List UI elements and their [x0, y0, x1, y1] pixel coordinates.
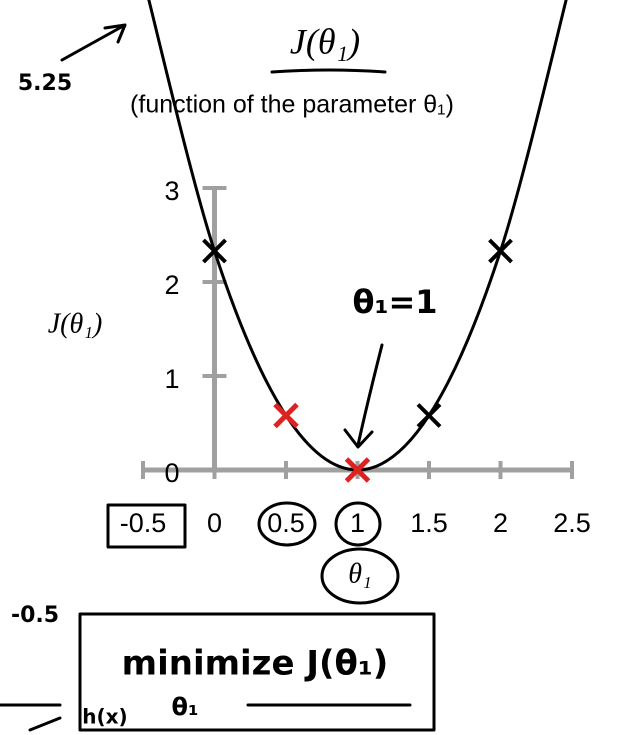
chart-subtitle: (function of the parameter θ₁) [130, 91, 454, 119]
point-marker [344, 457, 371, 483]
x-label-circle [320, 547, 400, 605]
point-marker [416, 403, 442, 428]
annotation: θ₁ [172, 693, 199, 721]
point-marker [202, 238, 227, 264]
tick-circle [257, 501, 317, 547]
x-tick-label: 0 [207, 508, 222, 538]
x-tick-label: 2 [493, 508, 508, 538]
point-marker [273, 402, 299, 429]
y-tick-label: 0 [164, 458, 179, 488]
y-tick-label: 3 [164, 176, 179, 206]
annotation: 5.25 [18, 71, 72, 96]
y-tick-label: 2 [164, 270, 179, 300]
tick-circle [334, 501, 382, 547]
y-tick-label: 1 [164, 364, 179, 394]
x-axis-label: θ₁ [348, 558, 372, 589]
x-tick-label: 1 [350, 508, 365, 538]
title-underline [270, 68, 387, 74]
chart-title: J(θ₁) [290, 21, 360, 61]
x-tick-label: 1.5 [410, 508, 448, 538]
x-tick-label: 2.5 [553, 508, 591, 538]
arrow [60, 23, 127, 62]
stroke [0, 703, 62, 732]
point-marker [488, 238, 513, 264]
arrow [343, 343, 384, 449]
y-axis-label: J(θ₁) [48, 308, 103, 339]
tick-box [106, 503, 187, 549]
annotation-box [78, 612, 436, 732]
x-tick-label: 0.5 [267, 508, 305, 538]
annotation: -0.5 [11, 603, 59, 628]
annotation: h(x) [82, 705, 127, 729]
annotation: θ₁=1 [352, 283, 437, 321]
x-tick-label: -0.5 [120, 508, 167, 538]
annotation: minimize J(θ₁) [122, 644, 389, 684]
